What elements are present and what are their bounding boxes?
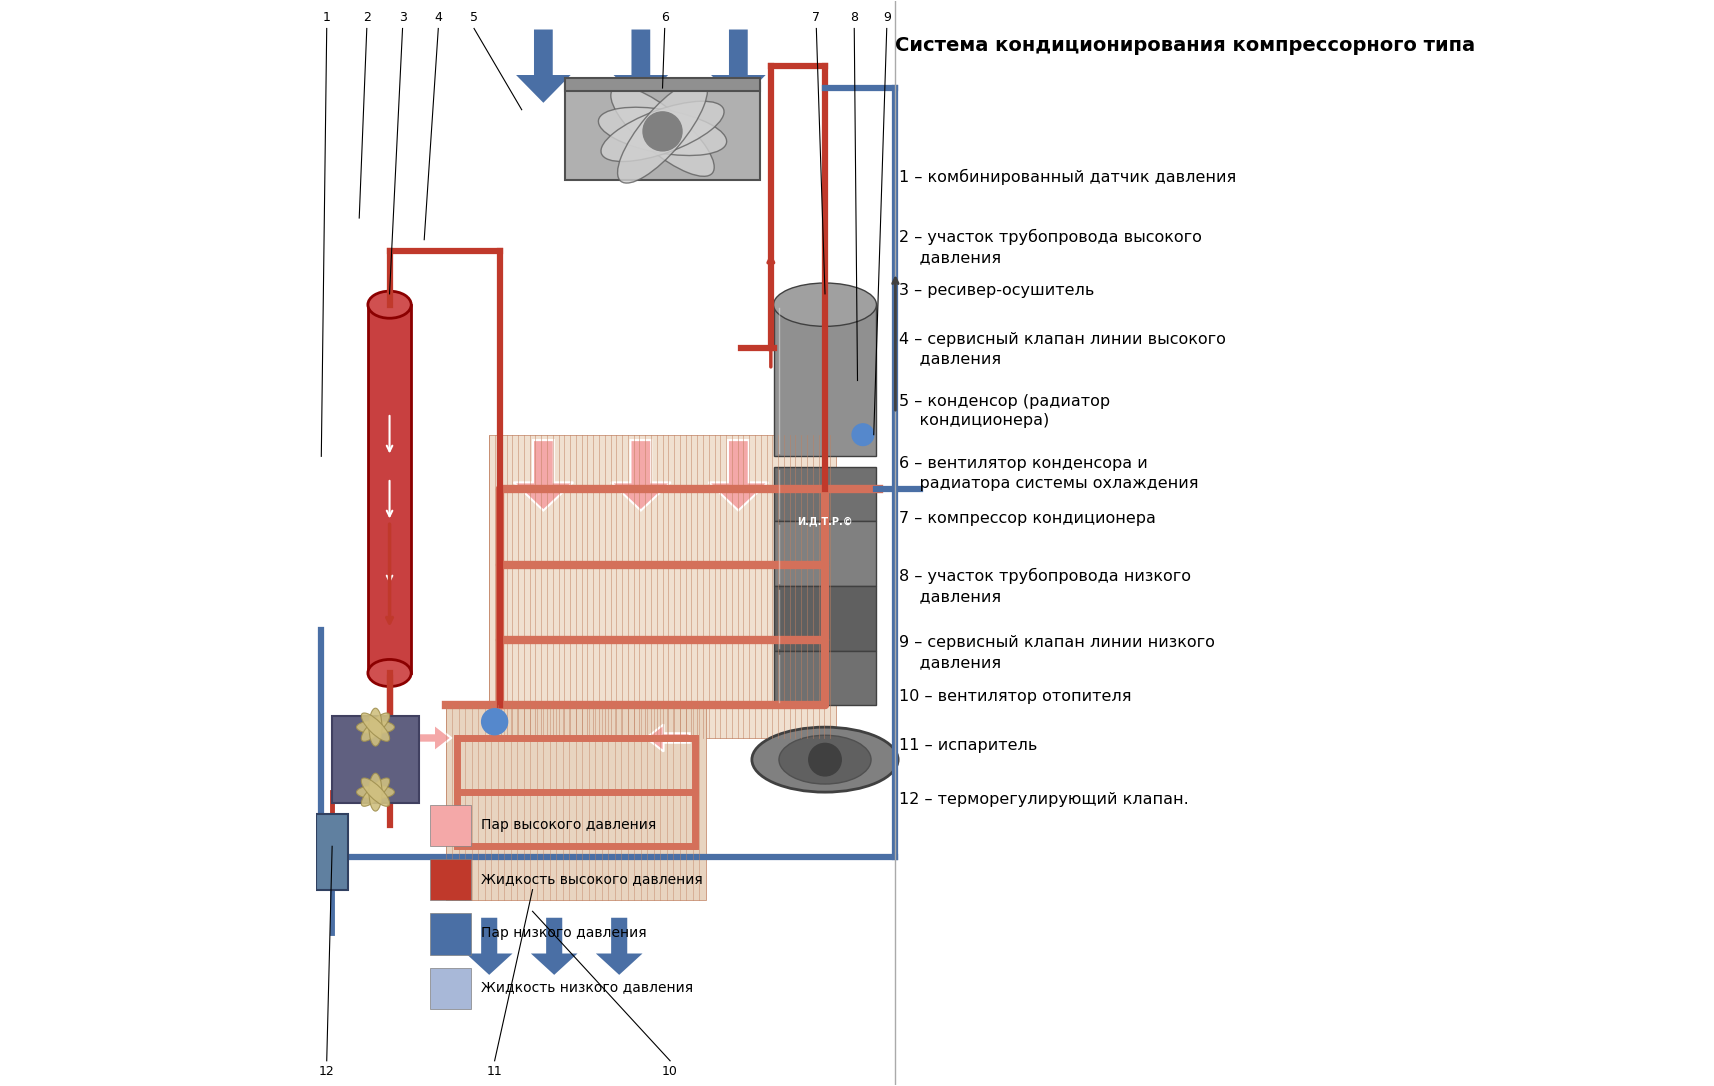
Polygon shape xyxy=(708,28,768,104)
Circle shape xyxy=(852,424,872,445)
Bar xyxy=(430,859,471,900)
Ellipse shape xyxy=(357,721,394,734)
Text: 5 – конденсор (радиатор
    кондиционера): 5 – конденсор (радиатор кондиционера) xyxy=(898,393,1109,428)
Ellipse shape xyxy=(362,778,389,806)
Bar xyxy=(315,813,348,889)
Bar xyxy=(773,467,876,521)
Text: 12 – терморегулирующий клапан.: 12 – терморегулирующий клапан. xyxy=(898,792,1188,807)
Text: Пар высокого давления: Пар высокого давления xyxy=(480,818,655,832)
Text: Система кондиционирования компрессорного типа: Система кондиционирования компрессорного… xyxy=(895,36,1474,55)
Bar xyxy=(369,305,411,673)
Polygon shape xyxy=(512,440,572,510)
Bar xyxy=(488,434,835,738)
Bar xyxy=(333,717,418,803)
Polygon shape xyxy=(610,28,670,104)
Text: 1: 1 xyxy=(322,11,331,24)
Text: 8: 8 xyxy=(850,11,857,24)
Text: 10 – вентилятор отопителя: 10 – вентилятор отопителя xyxy=(898,690,1131,704)
Ellipse shape xyxy=(362,778,389,806)
Ellipse shape xyxy=(751,728,898,792)
Polygon shape xyxy=(512,28,572,104)
Text: 3 – ресивер-осушитель: 3 – ресивер-осушитель xyxy=(898,283,1094,298)
Text: 7 – компрессор кондиционера: 7 – компрессор кондиционера xyxy=(898,510,1155,526)
Text: Жидкость низкого давления: Жидкость низкого давления xyxy=(480,981,692,994)
Text: 5: 5 xyxy=(470,11,478,24)
Text: 2 – участок трубопровода высокого
    давления: 2 – участок трубопровода высокого давлен… xyxy=(898,229,1202,265)
Circle shape xyxy=(643,112,682,151)
Text: 7: 7 xyxy=(812,11,819,24)
Ellipse shape xyxy=(369,659,411,686)
Text: 9: 9 xyxy=(883,11,890,24)
Bar xyxy=(446,706,706,900)
Polygon shape xyxy=(610,440,670,510)
Bar xyxy=(773,521,876,586)
Text: 6: 6 xyxy=(660,11,668,24)
Text: 11: 11 xyxy=(487,1065,502,1078)
Ellipse shape xyxy=(617,79,708,184)
Text: 4: 4 xyxy=(434,11,442,24)
Polygon shape xyxy=(358,779,403,806)
Polygon shape xyxy=(708,440,768,510)
Text: 12: 12 xyxy=(319,1065,334,1078)
Text: 1 – комбинированный датчик давления: 1 – комбинированный датчик давления xyxy=(898,169,1236,186)
Text: 2: 2 xyxy=(363,11,370,24)
Ellipse shape xyxy=(778,735,871,784)
Bar xyxy=(430,805,471,846)
Bar xyxy=(773,586,876,652)
Polygon shape xyxy=(528,917,579,976)
Ellipse shape xyxy=(362,714,389,742)
Text: 3: 3 xyxy=(398,11,406,24)
Text: 6 – вентилятор конденсора и
    радиатора системы охлаждения: 6 – вентилятор конденсора и радиатора си… xyxy=(898,456,1198,491)
Text: Пар низкого давления: Пар низкого давления xyxy=(480,926,646,940)
Polygon shape xyxy=(646,724,689,752)
Text: 8 – участок трубопровода низкого
    давления: 8 – участок трубопровода низкого давлени… xyxy=(898,568,1190,604)
Text: 11 – испаритель: 11 – испаритель xyxy=(898,738,1037,753)
Bar xyxy=(430,968,471,1009)
Ellipse shape xyxy=(598,108,727,155)
Text: Жидкость высокого давления: Жидкость высокого давления xyxy=(480,872,701,886)
Text: И.Д.Т.Р.©: И.Д.Т.Р.© xyxy=(797,516,852,527)
Ellipse shape xyxy=(369,773,382,811)
Bar xyxy=(773,652,876,706)
Ellipse shape xyxy=(600,101,723,162)
Bar xyxy=(430,913,471,955)
Circle shape xyxy=(809,744,842,775)
Ellipse shape xyxy=(773,283,876,327)
Ellipse shape xyxy=(362,714,389,742)
Polygon shape xyxy=(593,917,644,976)
Ellipse shape xyxy=(369,708,382,746)
Polygon shape xyxy=(408,724,451,752)
Text: 4 – сервисный клапан линии высокого
    давления: 4 – сервисный клапан линии высокого давл… xyxy=(898,331,1226,367)
Bar xyxy=(564,83,759,180)
Ellipse shape xyxy=(357,785,394,798)
Text: 9 – сервисный клапан линии низкого
    давления: 9 – сервисный клапан линии низкого давле… xyxy=(898,635,1214,670)
Ellipse shape xyxy=(610,87,713,176)
Bar xyxy=(773,305,876,456)
Bar xyxy=(564,78,759,91)
Ellipse shape xyxy=(369,291,411,318)
Circle shape xyxy=(482,709,507,735)
Polygon shape xyxy=(463,917,514,976)
Text: 10: 10 xyxy=(662,1065,677,1078)
